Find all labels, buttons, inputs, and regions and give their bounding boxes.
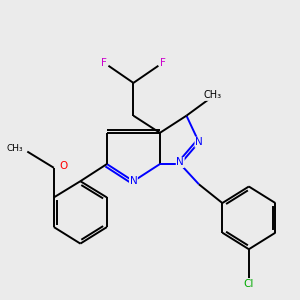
Text: CH₃: CH₃ [204, 90, 222, 100]
Text: Cl: Cl [244, 279, 254, 289]
Text: N: N [130, 176, 137, 186]
Text: F: F [101, 58, 107, 68]
Text: O: O [59, 161, 67, 171]
Text: F: F [160, 58, 166, 68]
Text: CH₃: CH₃ [6, 144, 22, 153]
Text: N: N [176, 158, 184, 167]
Text: N: N [195, 137, 203, 147]
